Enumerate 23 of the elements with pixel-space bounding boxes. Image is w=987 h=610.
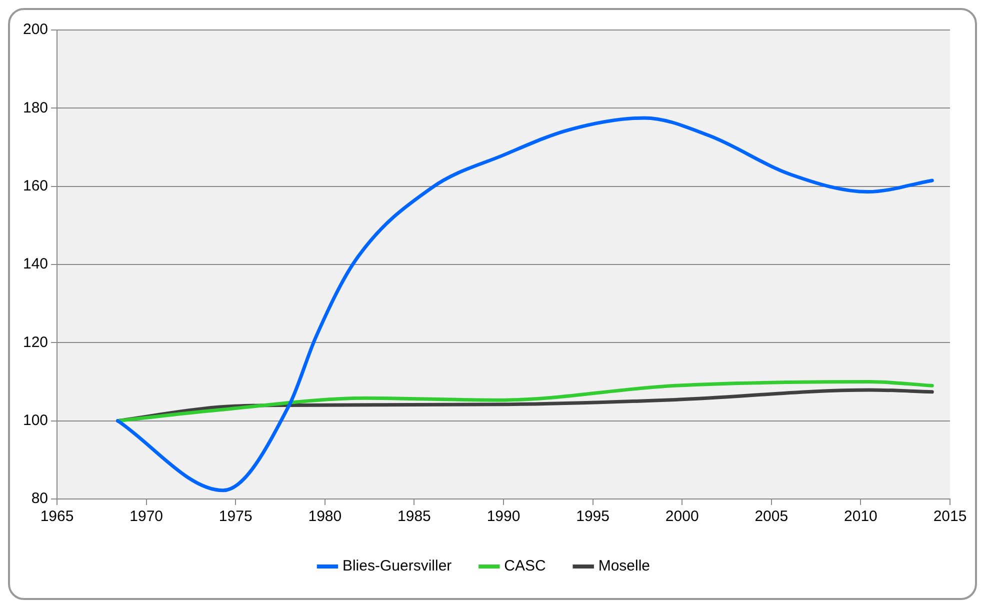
y-tick-label: 140 <box>22 256 48 273</box>
y-tick-label: 180 <box>22 99 48 116</box>
x-tick-label: 2005 <box>754 508 788 526</box>
x-tick-label: 1975 <box>218 508 252 526</box>
y-tick-label: 120 <box>22 334 48 351</box>
legend-label: CASC <box>504 558 546 575</box>
x-tick-label: 1980 <box>308 508 342 526</box>
line-series <box>116 380 934 423</box>
x-tick-label: 1995 <box>576 508 610 526</box>
x-tick-label: 1990 <box>486 508 520 526</box>
legend-label: Blies-Guersviller <box>342 558 452 575</box>
x-tick-label: 1970 <box>130 508 164 526</box>
line-series <box>116 116 934 492</box>
y-tick-label: 80 <box>31 490 48 508</box>
x-tick-label: 2015 <box>933 508 967 526</box>
x-tick-label: 1985 <box>398 508 431 526</box>
y-tick-label: 200 <box>22 21 48 38</box>
x-tick-label: 2000 <box>665 508 699 526</box>
y-tick-label: 100 <box>22 412 48 429</box>
legend-label: Moselle <box>598 558 650 575</box>
x-tick-label: 2010 <box>844 508 878 526</box>
y-tick-label: 160 <box>22 177 48 194</box>
x-tick-label: 1965 <box>40 508 74 526</box>
